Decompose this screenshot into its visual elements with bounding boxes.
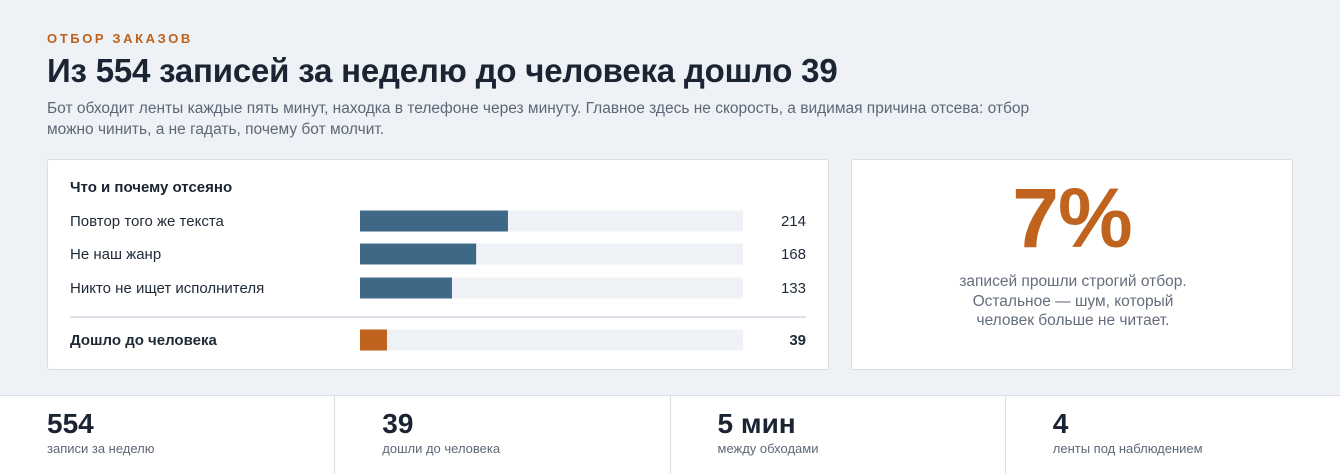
- bar: [360, 329, 387, 351]
- kpi-label: дошли до человека: [382, 441, 501, 456]
- bar-label: Никто не ищет исполнителя: [70, 280, 264, 297]
- page-lede: Бот обходит ленты каждые пять минут, нах…: [47, 100, 1030, 138]
- bar-track: [360, 277, 743, 299]
- kpi-delivered: 39 дошли до человека: [335, 396, 671, 474]
- filter-chart-card: Что и почему отсеяно Повтор того же текс…: [47, 159, 829, 370]
- kpi-feeds-watched: 4 ленты под наблюдением: [1006, 396, 1340, 474]
- page-title: Из 554 записей за неделю до человека дош…: [47, 52, 838, 89]
- kpi-label: ленты под наблюдением: [1052, 441, 1203, 456]
- kpi-label: записи за неделю: [47, 441, 155, 456]
- kpi-value: 554: [47, 408, 94, 439]
- bar-track: [360, 329, 743, 351]
- eyebrow-label: ОТБОР ЗАКАЗОВ: [47, 31, 193, 46]
- bar-label: Повтор того же текста: [70, 213, 225, 230]
- bar: [360, 243, 477, 265]
- bar-value-label: 214: [781, 213, 806, 230]
- kpi-value: 4: [1052, 408, 1069, 439]
- bar-value-label: 39: [789, 332, 806, 349]
- kpi-value: 5 мин: [717, 408, 796, 439]
- kpi-label: между обходами: [717, 441, 819, 456]
- bar-value-label: 133: [781, 280, 806, 297]
- pass-rate-caption: записей прошли строгий отбор. Остальное …: [959, 273, 1187, 329]
- pass-rate-card: 7% записей прошли строгий отбор. Остальн…: [851, 159, 1293, 370]
- pass-rate-value: 7%: [1012, 171, 1132, 265]
- bar-label: Не наш жанр: [70, 246, 161, 263]
- kpi-weekly-records: 554 записи за неделю: [0, 396, 336, 474]
- bar: [360, 277, 452, 299]
- bar-label: Дошло до человека: [70, 332, 217, 349]
- filter-bar-chart: Повтор того же текста 214 Не наш жанр 168 Ни…: [70, 210, 806, 351]
- kpi-strip: 554 записи за неделю 39 дошли до человек…: [0, 395, 1340, 474]
- kpi-value: 39: [382, 408, 414, 439]
- chart-title: Что и почему отсеяно: [70, 179, 233, 196]
- bar-value-label: 168: [781, 246, 806, 263]
- bar: [360, 210, 508, 232]
- kpi-poll-interval: 5 мин между обходами: [671, 396, 1006, 474]
